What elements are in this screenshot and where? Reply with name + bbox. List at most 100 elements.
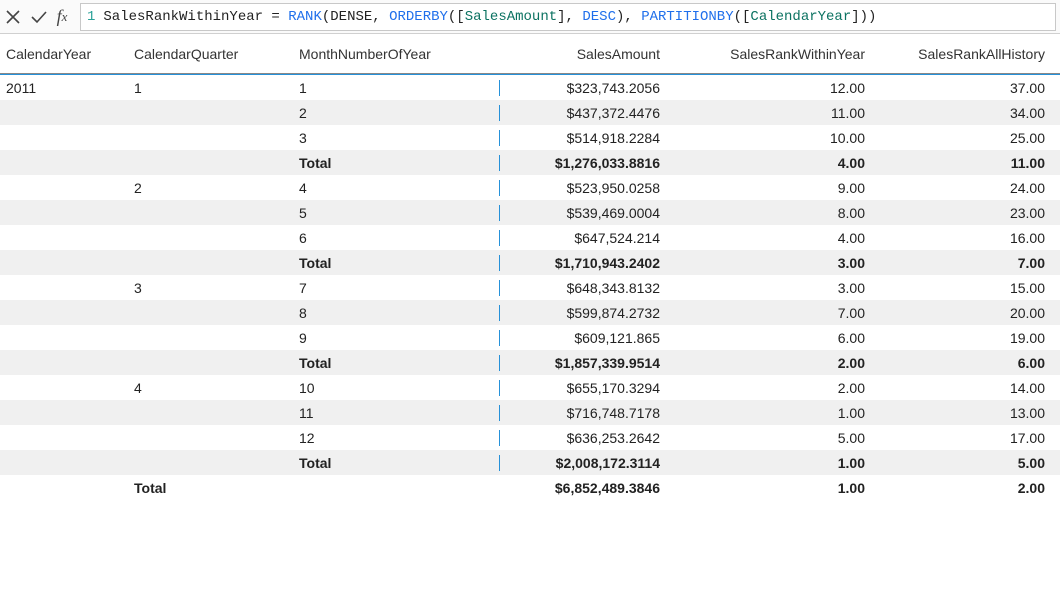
commit-formula-button[interactable] xyxy=(26,0,52,34)
matrix-visual: CalendarYear CalendarQuarter MonthNumber… xyxy=(0,34,1060,500)
cell-salesamount: $1,276,033.8816 xyxy=(500,155,670,171)
cell-rank-all: 7.00 xyxy=(875,255,1055,271)
cell-month: 11 xyxy=(295,405,500,421)
cell-rank-year: 6.00 xyxy=(670,330,875,346)
cell-salesamount: $539,469.0004 xyxy=(500,205,670,221)
cell-rank-all: 24.00 xyxy=(875,180,1055,196)
cell-month: 6 xyxy=(295,230,500,246)
cell-rank-all: 6.00 xyxy=(875,355,1055,371)
table-row[interactable]: 11$716,748.71781.0013.00 xyxy=(0,400,1060,425)
cell-month: Total xyxy=(295,355,500,371)
cell-rank-all: 5.00 xyxy=(875,455,1055,471)
cell-quarter: 1 xyxy=(130,80,295,96)
cell-month: 3 xyxy=(295,130,500,146)
header-calendarquarter[interactable]: CalendarQuarter xyxy=(130,46,295,62)
cell-rank-year: 12.00 xyxy=(670,80,875,96)
cell-rank-all: 13.00 xyxy=(875,405,1055,421)
cell-salesamount: $648,343.8132 xyxy=(500,280,670,296)
cell-rank-year: 3.00 xyxy=(670,255,875,271)
cell-salesamount: $437,372.4476 xyxy=(500,105,670,121)
cell-rank-year: 7.00 xyxy=(670,305,875,321)
table-row[interactable]: Total$2,008,172.31141.005.00 xyxy=(0,450,1060,475)
cell-rank-year: 1.00 xyxy=(670,405,875,421)
cell-salesamount: $636,253.2642 xyxy=(500,430,670,446)
matrix-body: 201111$323,743.205612.0037.002$437,372.4… xyxy=(0,75,1060,500)
formula-bar: fx 1 SalesRankWithinYear = RANK(DENSE, O… xyxy=(0,0,1060,34)
cell-month: 1 xyxy=(295,80,500,96)
cell-rank-year: 9.00 xyxy=(670,180,875,196)
table-row[interactable]: 9$609,121.8656.0019.00 xyxy=(0,325,1060,350)
cell-month: 7 xyxy=(295,280,500,296)
cell-rank-year: 10.00 xyxy=(670,130,875,146)
header-salesrankwithinyear[interactable]: SalesRankWithinYear xyxy=(670,46,875,62)
cell-rank-all: 16.00 xyxy=(875,230,1055,246)
cell-rank-all: 19.00 xyxy=(875,330,1055,346)
cell-salesamount: $647,524.214 xyxy=(500,230,670,246)
cell-rank-year: 2.00 xyxy=(670,380,875,396)
cell-salesamount: $655,170.3294 xyxy=(500,380,670,396)
fx-icon: fx xyxy=(52,0,78,34)
column-header-row: CalendarYear CalendarQuarter MonthNumber… xyxy=(0,34,1060,74)
cell-rank-year: 11.00 xyxy=(670,105,875,121)
formula-input[interactable]: 1 SalesRankWithinYear = RANK(DENSE, ORDE… xyxy=(80,3,1056,31)
cell-rank-year: 1.00 xyxy=(670,480,875,496)
cell-month: 12 xyxy=(295,430,500,446)
cell-salesamount: $716,748.7178 xyxy=(500,405,670,421)
table-row[interactable]: Total$6,852,489.38461.002.00 xyxy=(0,475,1060,500)
table-row[interactable]: Total$1,710,943.24023.007.00 xyxy=(0,250,1060,275)
table-row[interactable]: 37$648,343.81323.0015.00 xyxy=(0,275,1060,300)
cell-month: Total xyxy=(295,455,500,471)
cell-salesamount: $609,121.865 xyxy=(500,330,670,346)
table-row[interactable]: 410$655,170.32942.0014.00 xyxy=(0,375,1060,400)
table-row[interactable]: 24$523,950.02589.0024.00 xyxy=(0,175,1060,200)
cell-rank-all: 2.00 xyxy=(875,480,1055,496)
header-salesamount[interactable]: SalesAmount xyxy=(500,46,670,62)
cell-rank-year: 4.00 xyxy=(670,155,875,171)
cell-rank-year: 3.00 xyxy=(670,280,875,296)
check-icon xyxy=(31,10,47,24)
table-row[interactable]: Total$1,857,339.95142.006.00 xyxy=(0,350,1060,375)
cell-quarter: 2 xyxy=(130,180,295,196)
x-icon xyxy=(6,10,20,24)
cell-salesamount: $1,857,339.9514 xyxy=(500,355,670,371)
cell-month: 9 xyxy=(295,330,500,346)
cell-rank-all: 23.00 xyxy=(875,205,1055,221)
table-row[interactable]: 8$599,874.27327.0020.00 xyxy=(0,300,1060,325)
formula-line-number: 1 xyxy=(87,9,95,25)
cancel-formula-button[interactable] xyxy=(0,0,26,34)
cell-salesamount: $1,710,943.2402 xyxy=(500,255,670,271)
table-row[interactable]: 2$437,372.447611.0034.00 xyxy=(0,100,1060,125)
cell-rank-year: 1.00 xyxy=(670,455,875,471)
header-calendaryear[interactable]: CalendarYear xyxy=(0,46,130,62)
cell-rank-all: 14.00 xyxy=(875,380,1055,396)
cell-month: 10 xyxy=(295,380,500,396)
table-row[interactable]: Total$1,276,033.88164.0011.00 xyxy=(0,150,1060,175)
table-row[interactable]: 12$636,253.26425.0017.00 xyxy=(0,425,1060,450)
cell-rank-all: 37.00 xyxy=(875,80,1055,96)
cell-month: 5 xyxy=(295,205,500,221)
cell-rank-all: 25.00 xyxy=(875,130,1055,146)
cell-quarter: Total xyxy=(130,480,295,496)
cell-rank-year: 2.00 xyxy=(670,355,875,371)
cell-rank-year: 8.00 xyxy=(670,205,875,221)
cell-year: 2011 xyxy=(0,80,130,96)
formula-text: SalesRankWithinYear = RANK(DENSE, ORDERB… xyxy=(103,9,876,25)
table-row[interactable]: 6$647,524.2144.0016.00 xyxy=(0,225,1060,250)
cell-quarter: 4 xyxy=(130,380,295,396)
header-monthnumberofyear[interactable]: MonthNumberOfYear xyxy=(295,46,500,62)
cell-salesamount: $2,008,172.3114 xyxy=(500,455,670,471)
cell-salesamount: $523,950.0258 xyxy=(500,180,670,196)
table-row[interactable]: 201111$323,743.205612.0037.00 xyxy=(0,75,1060,100)
table-row[interactable]: 3$514,918.228410.0025.00 xyxy=(0,125,1060,150)
cell-rank-all: 15.00 xyxy=(875,280,1055,296)
header-salesrankallhistory[interactable]: SalesRankAllHistory xyxy=(875,46,1055,62)
cell-rank-year: 4.00 xyxy=(670,230,875,246)
cell-salesamount: $599,874.2732 xyxy=(500,305,670,321)
cell-salesamount: $514,918.2284 xyxy=(500,130,670,146)
cell-rank-all: 20.00 xyxy=(875,305,1055,321)
cell-rank-all: 11.00 xyxy=(875,155,1055,171)
table-row[interactable]: 5$539,469.00048.0023.00 xyxy=(0,200,1060,225)
cell-rank-all: 17.00 xyxy=(875,430,1055,446)
cell-quarter: 3 xyxy=(130,280,295,296)
cell-month: 4 xyxy=(295,180,500,196)
